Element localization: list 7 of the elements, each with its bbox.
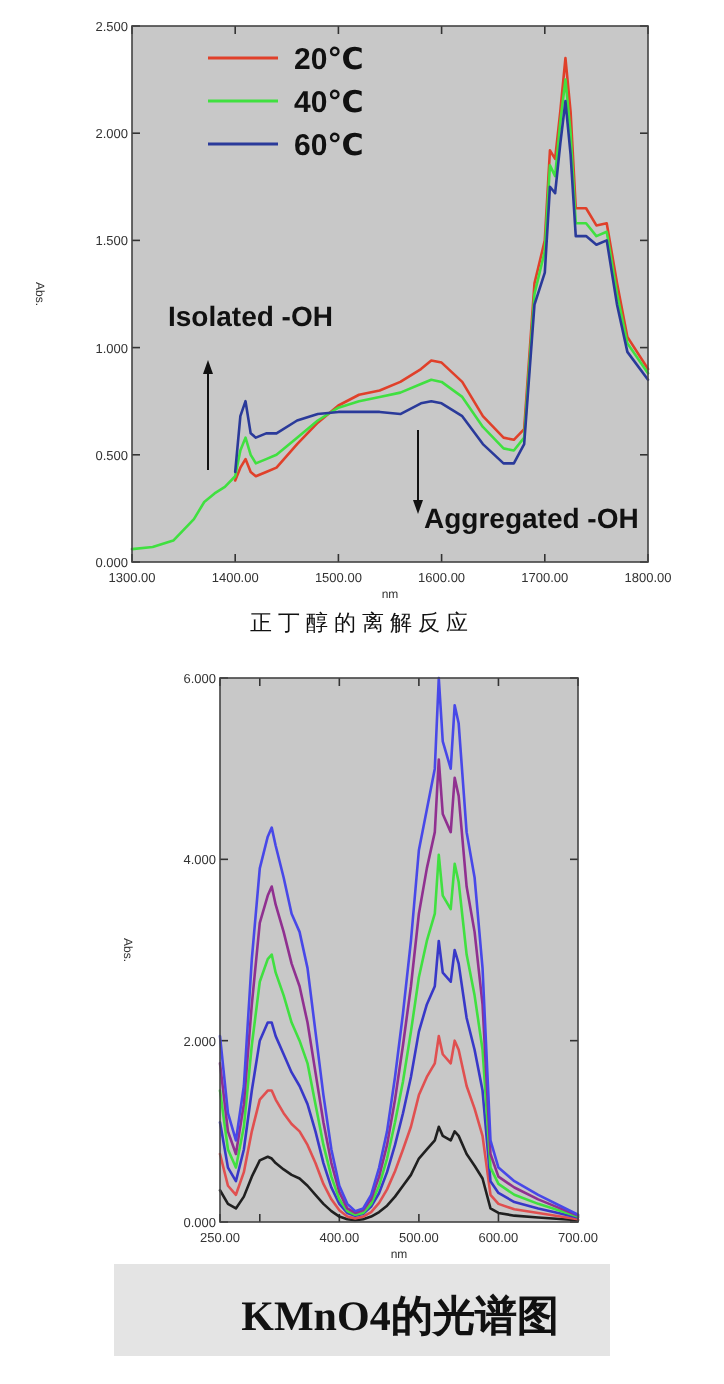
legend-label: 20℃: [294, 43, 364, 77]
text: KMnO4的光谱图: [241, 1292, 559, 1340]
annotation: Aggregated -OH: [424, 502, 639, 534]
legend-label: 40℃: [294, 86, 364, 120]
annotation: Isolated -OH: [168, 300, 333, 332]
text: 正丁醇的离解反应: [250, 610, 474, 636]
legend-label: 60℃: [294, 129, 364, 163]
